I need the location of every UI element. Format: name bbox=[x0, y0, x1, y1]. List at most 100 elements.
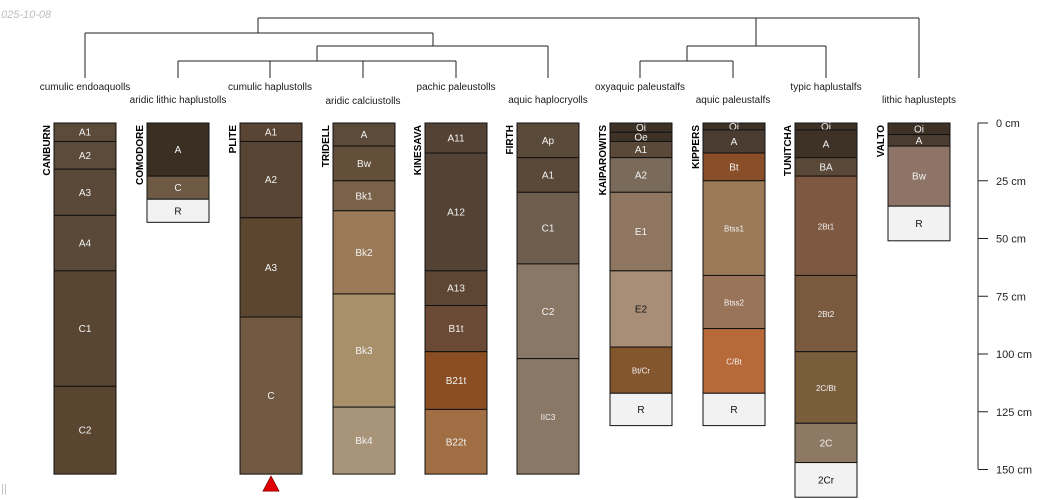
horizon-label: A1 bbox=[635, 145, 648, 156]
horizon-box bbox=[516, 122, 580, 159]
profile-name: VALTO bbox=[876, 125, 887, 157]
horizon-label: Bk3 bbox=[355, 346, 373, 357]
horizon-label: Oi bbox=[636, 123, 646, 134]
profile-column: Oi A Bt Btss1 Btss2 C/Bt R KIPPERS bbox=[691, 122, 766, 427]
truncation-marker-icon bbox=[262, 475, 280, 492]
horizon-box bbox=[424, 270, 488, 306]
horizon-label: Bw bbox=[912, 172, 927, 183]
horizon-label: A12 bbox=[447, 207, 465, 218]
horizon-box bbox=[239, 140, 303, 219]
profile-name: FIRTH bbox=[505, 125, 516, 154]
profile-name: TUNITCHA bbox=[783, 125, 794, 176]
taxon-label: oxyaquic paleustalfs bbox=[595, 82, 685, 93]
corner-mark: || bbox=[1, 483, 7, 495]
horizon-box bbox=[609, 346, 673, 394]
horizon-label: C2 bbox=[79, 426, 92, 437]
horizon-label: A bbox=[175, 145, 182, 156]
horizon-label: B1t bbox=[448, 324, 463, 335]
profile-column: A C R COMODORE bbox=[135, 122, 210, 223]
horizon-label: Bt bbox=[729, 162, 739, 173]
taxon-label: typic haplustalfs bbox=[790, 82, 861, 93]
dendrogram bbox=[84, 17, 920, 78]
horizon-box bbox=[146, 198, 210, 223]
horizon-label: C1 bbox=[542, 224, 555, 235]
horizon-box bbox=[239, 217, 303, 318]
horizon-label: R bbox=[637, 405, 644, 416]
horizon-label: 2C/Bt bbox=[816, 384, 837, 393]
horizon-box bbox=[53, 214, 117, 272]
horizon-label: Btss1 bbox=[724, 225, 745, 234]
horizon-label: A1 bbox=[542, 170, 555, 181]
horizon-box bbox=[887, 145, 951, 207]
profile-name: TRIDELL bbox=[321, 125, 332, 167]
taxon-label: aquic paleustalfs bbox=[696, 95, 771, 106]
horizon-label: Bt/Cr bbox=[632, 367, 651, 376]
horizon-box bbox=[53, 385, 117, 475]
profile-name: PLITE bbox=[228, 125, 239, 154]
horizon-label: A bbox=[361, 130, 368, 141]
dendro-line bbox=[84, 32, 434, 78]
horizon-label: A3 bbox=[79, 188, 92, 199]
horizon-label: Oi bbox=[821, 122, 831, 133]
date-label: 025-10-08 bbox=[1, 9, 52, 21]
horizon-box bbox=[332, 406, 396, 475]
horizon-label: C1 bbox=[79, 324, 92, 335]
horizon-box bbox=[609, 157, 673, 193]
horizon-label: Oi bbox=[914, 124, 924, 135]
depth-tick-label: 100 cm bbox=[996, 349, 1032, 361]
taxon-label: aridic calciustolls bbox=[325, 96, 400, 107]
horizon-label: Bk4 bbox=[355, 436, 373, 447]
depth-tick-label: 25 cm bbox=[996, 176, 1026, 188]
horizon-box bbox=[794, 274, 858, 353]
horizon-box bbox=[702, 274, 766, 330]
horizon-box bbox=[794, 129, 858, 159]
horizon-label: A bbox=[731, 137, 738, 148]
horizon-box bbox=[609, 191, 673, 272]
profile-name: KINESAVA bbox=[413, 125, 424, 175]
taxon-label: aquic haplocryolls bbox=[508, 95, 588, 106]
horizon-label: Btss2 bbox=[724, 299, 745, 308]
depth-tick-label: 0 cm bbox=[996, 118, 1020, 130]
horizon-label: Oe bbox=[634, 132, 648, 143]
horizon-label: 2C bbox=[820, 438, 833, 449]
depth-tick-label: 50 cm bbox=[996, 234, 1026, 246]
horizon-box bbox=[332, 293, 396, 408]
taxon-label: pachic paleustolls bbox=[417, 82, 496, 93]
horizon-box bbox=[424, 351, 488, 410]
depth-tick-label: 75 cm bbox=[996, 291, 1026, 303]
horizon-label: A11 bbox=[447, 134, 464, 145]
horizon-box bbox=[53, 140, 117, 170]
horizon-box bbox=[516, 358, 580, 475]
horizon-label: A13 bbox=[447, 284, 465, 295]
horizon-label: Bk1 bbox=[355, 191, 373, 202]
profile-name: CANBURN bbox=[42, 125, 53, 176]
horizon-label: Oi bbox=[729, 122, 739, 133]
horizon-box bbox=[702, 180, 766, 276]
horizon-box bbox=[702, 392, 766, 427]
horizon-box bbox=[516, 157, 580, 193]
taxon-label: cumulic endoaquolls bbox=[40, 82, 131, 93]
horizon-label: C bbox=[267, 391, 274, 402]
horizon-box bbox=[887, 205, 951, 242]
horizon-label: A1 bbox=[265, 128, 278, 139]
horizon-label: A2 bbox=[79, 151, 92, 162]
dendro-line bbox=[686, 45, 827, 78]
profiles: A1 A2 A3 A4 C1 C2 CANBURN A C R COMODORE A1 A2 A3 C PLI… bbox=[42, 122, 951, 498]
profile-column: A1 A2 A3 C PLITE bbox=[228, 122, 303, 492]
horizon-box bbox=[609, 270, 673, 348]
horizon-label: C bbox=[174, 183, 181, 194]
horizon-label: B21t bbox=[446, 376, 467, 387]
horizon-label: A2 bbox=[635, 170, 648, 181]
profile-name: KAIPAROWITS bbox=[598, 125, 609, 196]
profile-column: Ap A1 C1 C2 IIC3 FIRTH bbox=[505, 122, 580, 475]
horizon-label: 2Cr bbox=[818, 475, 835, 486]
horizon-box bbox=[332, 210, 396, 295]
depth-axis: 0 cm 25 cm 50 cm 75 cm 100 cm 125 cm 150 cm bbox=[977, 118, 1032, 477]
horizon-box bbox=[516, 191, 580, 265]
taxon-label: cumulic haplustolls bbox=[228, 82, 312, 93]
profile-name: COMODORE bbox=[135, 125, 146, 185]
depth-tick-label: 150 cm bbox=[996, 465, 1032, 477]
horizon-label: C/Bt bbox=[726, 357, 742, 366]
